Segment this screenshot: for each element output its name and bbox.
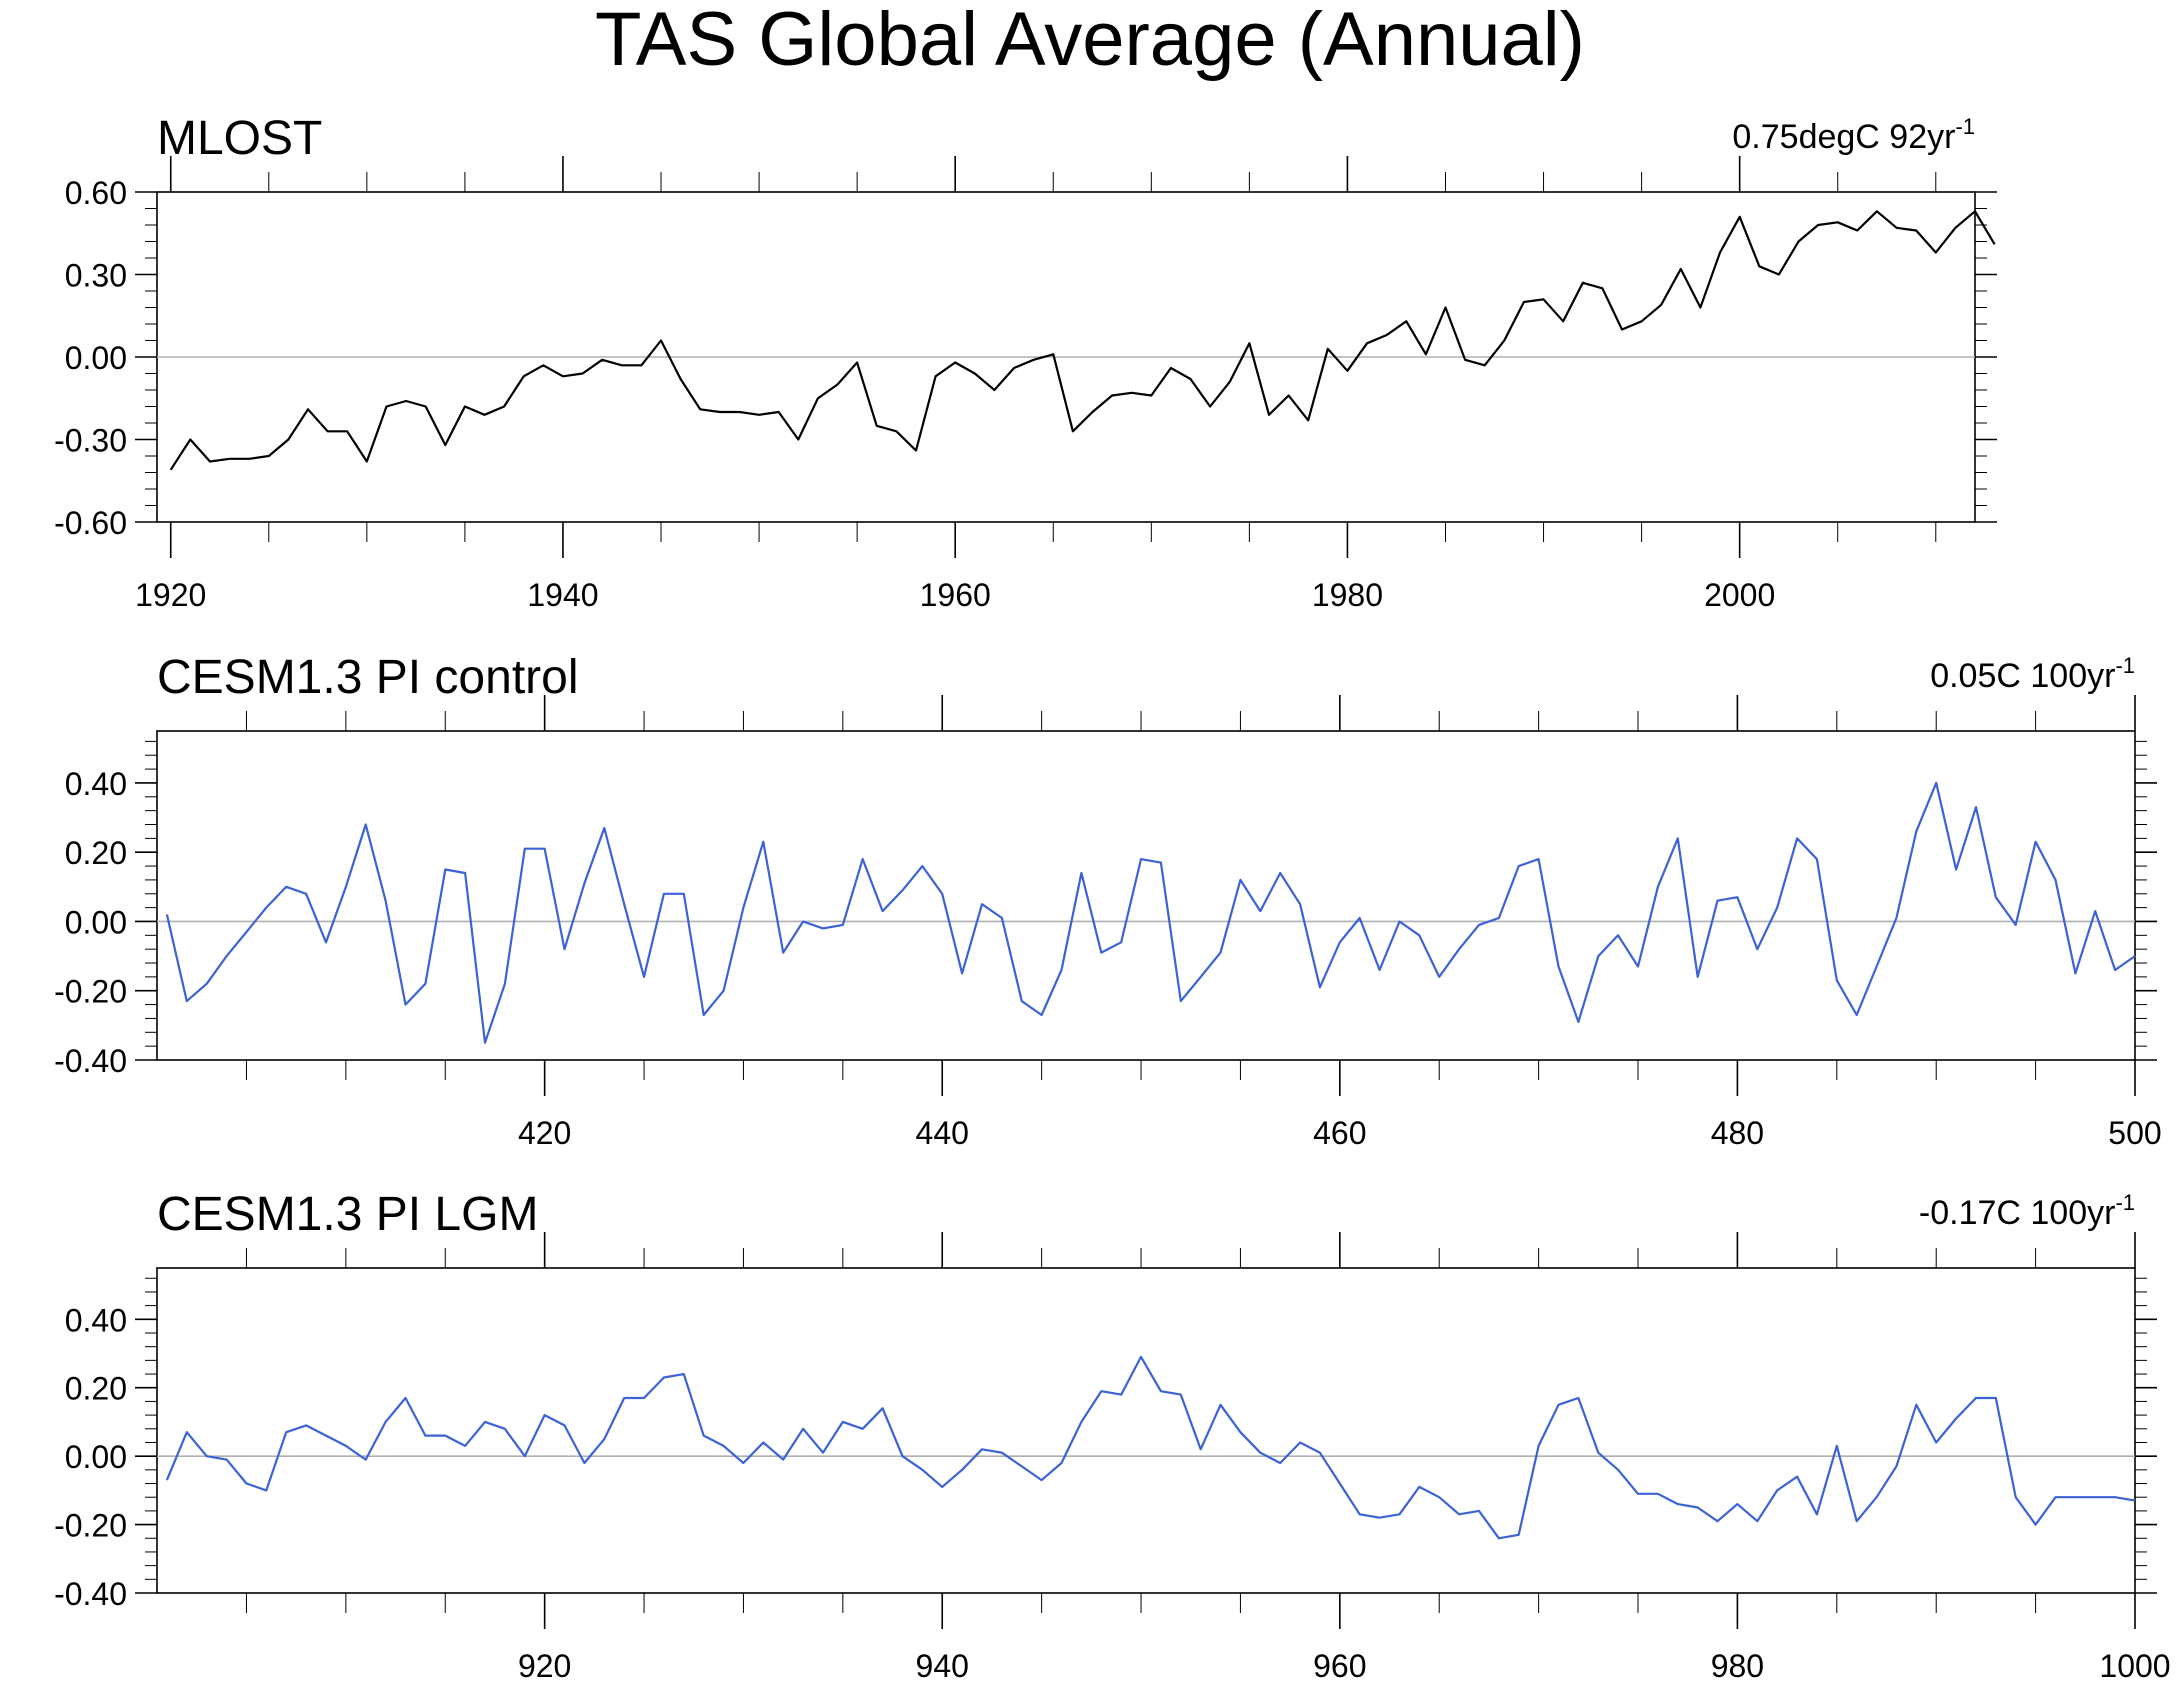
y-tick-label: 0.40	[65, 1302, 127, 1338]
chart-panel-2: 0.40 0.20 0.00 -0.20 -0.40 420 440 460 480 500 CES…	[54, 651, 2162, 1151]
trend-label: -0.17C 100yr-1	[1919, 1190, 2135, 1232]
x-tick-label: 440	[916, 1115, 969, 1151]
y-tick-label: 0.40	[65, 766, 127, 802]
y-tick-label: 0.00	[65, 340, 127, 376]
y-tick-label: -0.20	[54, 974, 127, 1010]
x-tick-label: 1940	[527, 577, 598, 613]
x-tick-label: 460	[1313, 1115, 1366, 1151]
trend-label-text: 0.75degC 92yr	[1732, 118, 1955, 156]
plot-frame	[156, 1267, 2136, 1594]
x-tick-label: 940	[916, 1648, 969, 1684]
y-tick-label: 0.20	[65, 835, 127, 871]
panel-title: CESM1.3 PI control	[157, 651, 579, 704]
y-tick-label: -0.30	[54, 423, 127, 459]
x-tick-label: 980	[1711, 1648, 1764, 1684]
y-tick-label: 0.60	[65, 175, 127, 211]
panel-title: CESM1.3 PI LGM	[157, 1188, 538, 1241]
y-tick-label: 0.30	[65, 258, 127, 294]
series-line	[169, 210, 1996, 471]
chart-panel-3: 0.40 0.20 0.00 -0.20 -0.40 920 940 960 980 1000 CE…	[54, 1188, 2171, 1684]
y-tick-label: -0.60	[54, 505, 127, 541]
figure-title: TAS Global Average (Annual)	[595, 0, 1585, 82]
plot-frame	[156, 730, 2136, 1061]
x-tick-label: 480	[1711, 1115, 1764, 1151]
y-tick-label: 0.00	[65, 904, 127, 940]
trend-label-text: -0.17C 100yr	[1919, 1194, 2116, 1232]
series-line	[165, 1355, 2136, 1540]
y-tick-label: -0.40	[54, 1043, 127, 1079]
panel-title: MLOST	[157, 112, 322, 165]
trend-label-text: 0.05C 100yr	[1930, 657, 2115, 695]
trend-label-superscript: -1	[2115, 653, 2135, 678]
trend-label: 0.75degC 92yr-1	[1732, 114, 1975, 156]
y-tick-label: -0.40	[54, 1576, 127, 1612]
y-tick-label: -0.20	[54, 1508, 127, 1544]
y-tick-label: 0.00	[65, 1439, 127, 1475]
series-line	[165, 781, 2136, 1044]
y-tick-label: 0.20	[65, 1371, 127, 1407]
x-tick-label: 2000	[1704, 577, 1775, 613]
trend-label: 0.05C 100yr-1	[1930, 653, 2135, 695]
x-tick-label: 960	[1313, 1648, 1366, 1684]
x-tick-label: 1000	[2099, 1648, 2170, 1684]
x-tick-label: 1980	[1312, 577, 1383, 613]
x-tick-label: 420	[518, 1115, 571, 1151]
trend-label-superscript: -1	[1955, 114, 1975, 139]
trend-label-superscript: -1	[2115, 1190, 2135, 1215]
x-tick-label: 500	[2108, 1115, 2161, 1151]
x-tick-label: 1960	[920, 577, 991, 613]
x-tick-label: 1920	[135, 577, 206, 613]
x-tick-label: 920	[518, 1648, 571, 1684]
